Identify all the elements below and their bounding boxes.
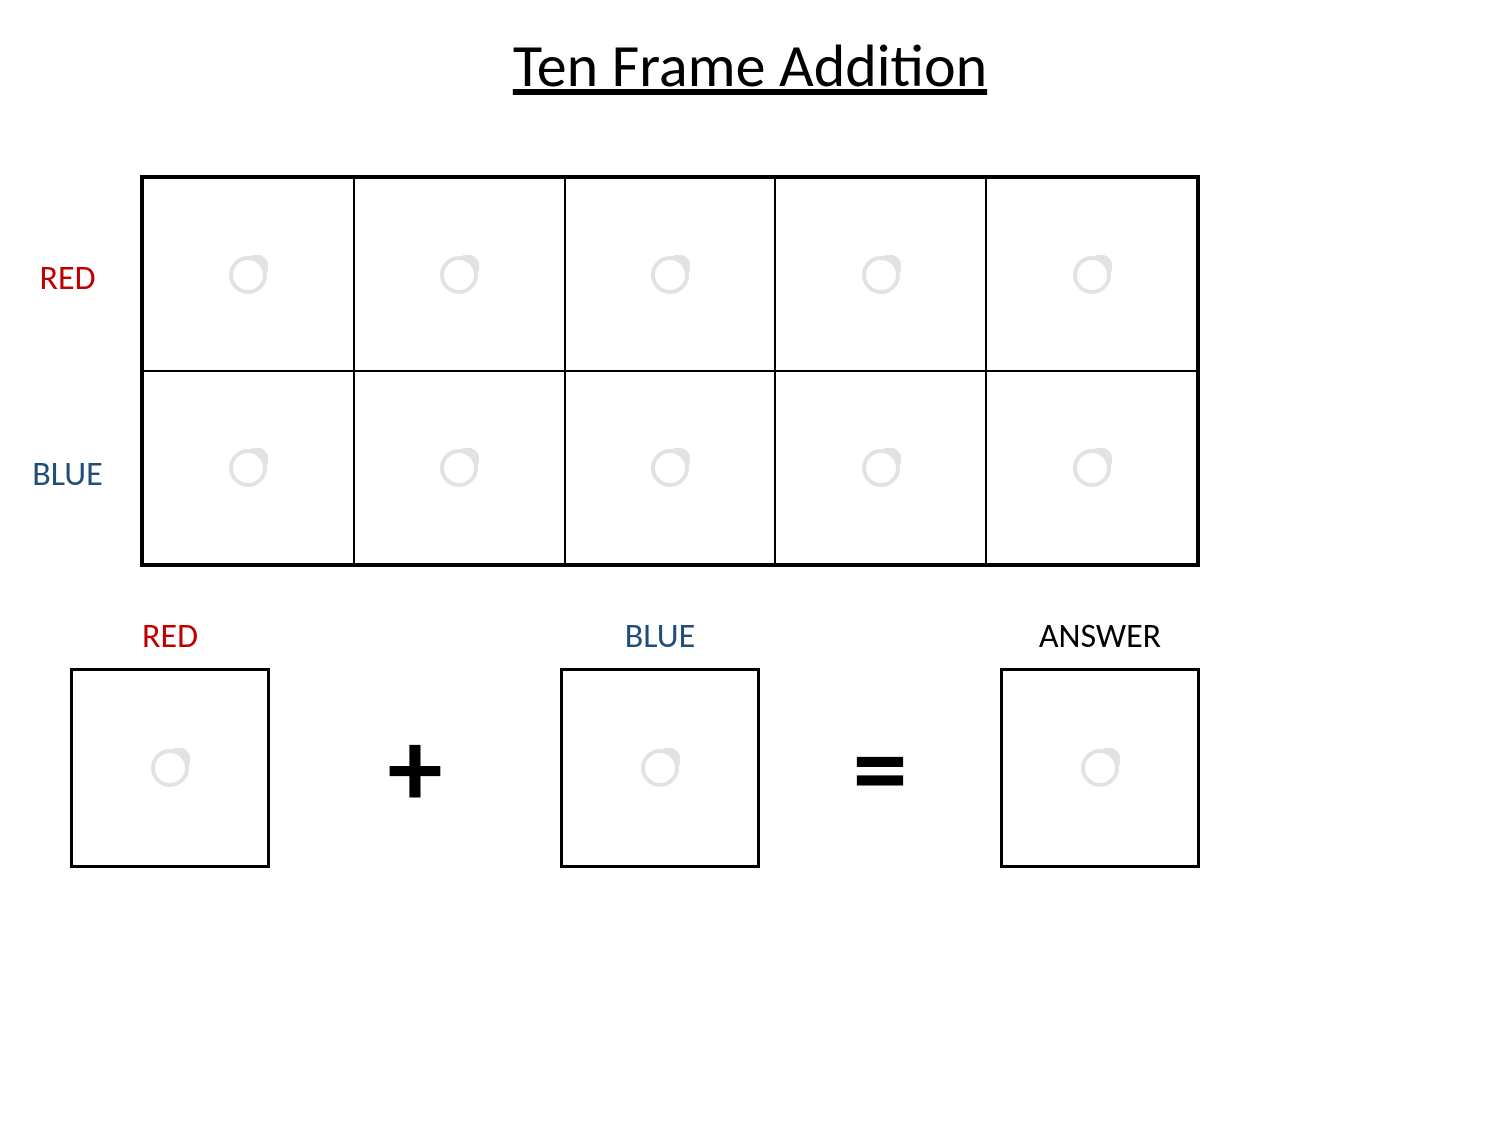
- placeholder-icon: [650, 255, 690, 295]
- ten-frame-cell[interactable]: [565, 178, 776, 371]
- equation-label-blue: BLUE: [560, 616, 760, 657]
- placeholder-icon: [640, 748, 680, 788]
- ten-frame-cell[interactable]: [354, 371, 565, 564]
- placeholder-icon: [861, 448, 901, 488]
- equation-box-red[interactable]: [70, 668, 270, 868]
- ten-frame-cell[interactable]: [986, 371, 1197, 564]
- placeholder-icon: [439, 448, 479, 488]
- equation-label-red: RED: [70, 616, 270, 657]
- placeholder-icon: [1080, 748, 1120, 788]
- ten-frame-cell[interactable]: [775, 178, 986, 371]
- ten-frame-grid: [140, 175, 1200, 567]
- ten-frame-cell[interactable]: [354, 178, 565, 371]
- equation-label-answer: ANSWER: [1000, 616, 1200, 657]
- ten-frame-cell[interactable]: [565, 371, 776, 564]
- row-label-blue: BLUE: [0, 454, 135, 495]
- placeholder-icon: [1072, 255, 1112, 295]
- ten-frame-cell[interactable]: [775, 371, 986, 564]
- row-label-red: RED: [0, 258, 135, 299]
- ten-frame-cell[interactable]: [143, 371, 354, 564]
- operator-equals: =: [760, 668, 1000, 868]
- placeholder-icon: [228, 448, 268, 488]
- placeholder-icon: [1072, 448, 1112, 488]
- page-title: Ten Frame Addition: [0, 30, 1500, 103]
- equation-box-answer[interactable]: [1000, 668, 1200, 868]
- placeholder-icon: [861, 255, 901, 295]
- placeholder-icon: [228, 255, 268, 295]
- placeholder-icon: [439, 255, 479, 295]
- placeholder-icon: [650, 448, 690, 488]
- ten-frame-cell[interactable]: [143, 178, 354, 371]
- operator-plus: +: [270, 668, 560, 868]
- equation-box-blue[interactable]: [560, 668, 760, 868]
- placeholder-icon: [150, 748, 190, 788]
- ten-frame-cell[interactable]: [986, 178, 1197, 371]
